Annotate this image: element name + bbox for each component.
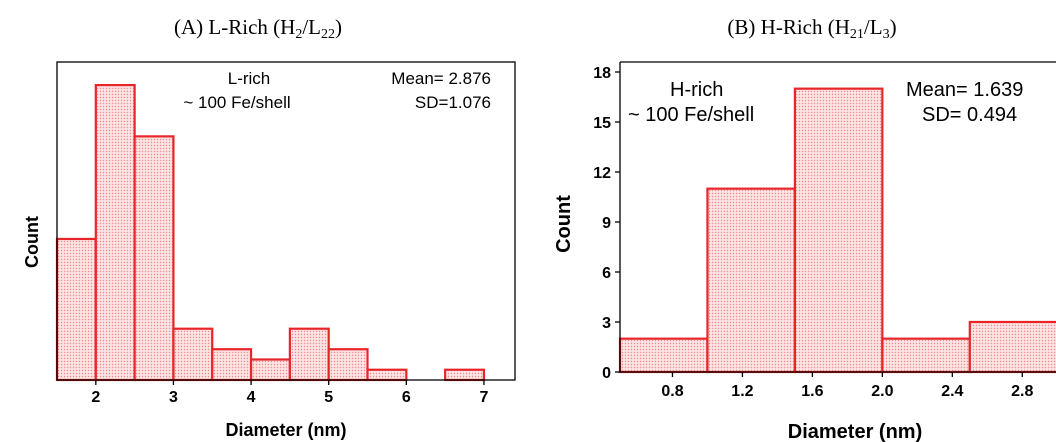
panel-a-bar-9 — [444, 368, 486, 382]
panel-b-bar-3 — [881, 337, 971, 374]
panel-b-ytick-label-2: 6 — [602, 265, 611, 282]
panel-b-xtick-label-4: 2.4 — [941, 383, 963, 400]
panel-a-bars — [55, 83, 486, 382]
panel-b-annotation-left-2: ~ 100 Fe/shell — [628, 104, 754, 126]
panel-a-ylabel: Count — [22, 216, 42, 268]
panel-b-xtick-label-1: 1.2 — [731, 383, 753, 400]
panel-a-annotation-left-2: ~ 100 Fe/shell — [183, 93, 290, 112]
panel-a-xticks: 2 3 4 5 6 7 — [91, 380, 488, 406]
panel-b-yticks: 0 3 6 9 12 15 18 — [593, 65, 620, 382]
panel-b-bar-0 — [618, 337, 709, 374]
panel-a-bar-6 — [288, 327, 330, 382]
panel-a-bar-2 — [133, 135, 175, 382]
panel-b-bar-2 — [793, 87, 884, 374]
panel-a-xtick-label-0: 2 — [91, 389, 100, 406]
panel-a-xtick-label-5: 7 — [479, 389, 488, 406]
panel-b-annotation-right-1: Mean= 1.639 — [906, 79, 1023, 101]
panel-b-bar-4 — [968, 320, 1056, 374]
panel-a-bar-5 — [249, 358, 291, 382]
panel-a-annotation-left-1: L-rich — [228, 69, 271, 88]
panel-a-annotation-right-2: SD=1.076 — [415, 93, 491, 112]
panel-b-bars — [618, 87, 1056, 374]
panel-a-xtick-label-1: 3 — [169, 389, 178, 406]
panel-b-xticks: 0.8 1.2 1.6 2.0 2.4 2.8 — [661, 372, 1033, 400]
panel-b-xtick-label-3: 2.0 — [871, 383, 893, 400]
panel-a-bar-8 — [366, 368, 408, 382]
panel-b-ytick-label-6: 18 — [593, 65, 611, 82]
panel-b-ytick-label-4: 12 — [593, 165, 611, 182]
panel-a-annotation-right-1: Mean= 2.876 — [391, 69, 491, 88]
panel-b-xlabel: Diameter (nm) — [788, 421, 922, 442]
panel-a-xlabel: Diameter (nm) — [225, 420, 346, 440]
panel-a-bar-1 — [94, 83, 136, 382]
panel-a-frame — [56, 61, 516, 381]
panel-a: (A) L-Rich (H2/L22) 2 3 4 5 6 7 Diameter (nm)… — [22, 15, 516, 440]
panel-a-bar-4 — [211, 348, 253, 382]
panel-b-axes — [619, 62, 1056, 373]
panel-b-ytick-label-3: 9 — [602, 215, 611, 232]
panel-b-ylabel: Count — [553, 195, 575, 253]
panel-b-xtick-label-0: 0.8 — [661, 383, 683, 400]
panel-b: (B) H-Rich (H21/L3) 0.8 1.2 1.6 2.0 2.4 2.8 0… — [553, 15, 1056, 442]
panel-b-ytick-label-1: 3 — [602, 315, 611, 332]
panel-a-xtick-label-2: 4 — [247, 389, 256, 406]
panel-b-title: (B) H-Rich (H21/L3) — [727, 15, 896, 42]
panel-b-ytick-label-0: 0 — [602, 365, 611, 382]
panel-b-ytick-label-5: 15 — [593, 115, 611, 132]
panel-a-bar-7 — [327, 348, 369, 382]
panel-b-annotation-right-2: SD= 0.494 — [922, 104, 1017, 126]
panel-b-xtick-label-2: 1.6 — [801, 383, 823, 400]
panel-a-title: (A) L-Rich (H2/L22) — [174, 15, 342, 42]
panel-b-annotation-left-1: H-rich — [670, 79, 723, 101]
panel-a-bar-0 — [55, 237, 97, 382]
panel-a-xtick-label-4: 6 — [402, 389, 411, 406]
panel-b-xtick-label-5: 2.8 — [1011, 383, 1033, 400]
panel-a-bar-3 — [172, 327, 214, 382]
panel-a-xtick-label-3: 5 — [324, 389, 333, 406]
panel-b-bar-1 — [706, 187, 797, 374]
